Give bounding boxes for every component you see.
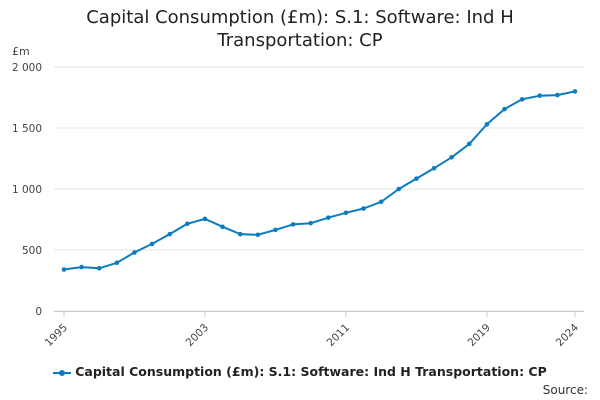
legend-swatch: [53, 368, 72, 378]
data-point-2021: [519, 97, 525, 102]
data-point-2022: [537, 93, 543, 98]
data-point-1995: [61, 267, 67, 272]
series-line-0: [63, 90, 576, 271]
data-point-2019: [484, 122, 490, 127]
y-tick-label-2: 1 000: [12, 184, 42, 196]
y-tick-label-0: 0: [35, 306, 42, 318]
data-point-1996: [79, 264, 84, 270]
data-point-2014: [396, 186, 402, 192]
legend-label: Capital Consumption (£m): S.1: Software:…: [75, 364, 547, 379]
axes: 0 500 1 000 1 500 2 000 £m 1995 2003 2011 2019 202…: [12, 45, 584, 349]
data-point-2002: [185, 221, 190, 227]
data-point-2024: [572, 89, 578, 94]
data-point-2023: [555, 92, 560, 98]
data-point-1998: [114, 260, 120, 266]
data-point-2015: [414, 176, 419, 181]
data-point-2017: [449, 154, 454, 160]
data-point-2011: [343, 210, 349, 216]
legend[interactable]: Capital Consumption (£m): S.1: Software:…: [0, 364, 600, 379]
data-point-2009: [308, 220, 313, 226]
x-tick-label-3: 2019: [466, 322, 493, 349]
grid-lines: [54, 66, 584, 312]
data-point-2007: [273, 227, 278, 233]
data-point-2008: [290, 222, 296, 227]
chart-title-line-2: Transportation: CP: [217, 30, 383, 51]
series-layer: [61, 89, 578, 272]
data-point-2005: [237, 231, 243, 237]
data-point-2006: [255, 232, 261, 238]
chart-title-line-1: Capital Consumption (£m): S.1: Software:…: [86, 7, 514, 28]
y-tick-label-3: 1 500: [12, 123, 42, 135]
chart-title: Capital Consumption (£m): S.1: Software:…: [0, 6, 600, 52]
x-tick-label-2: 2011: [325, 322, 352, 349]
source-label: Source:: [542, 383, 588, 397]
data-point-1997: [96, 266, 102, 271]
data-point-2010: [326, 215, 331, 220]
y-tick-label-1: 500: [22, 245, 42, 257]
data-point-2012: [361, 206, 366, 211]
data-point-2020: [502, 106, 507, 112]
data-point-2001: [167, 231, 173, 237]
data-point-2018: [466, 141, 472, 147]
data-point-2003: [202, 216, 208, 222]
y-axis-label: £m: [12, 45, 30, 58]
data-point-2004: [220, 224, 225, 230]
x-tick-label-0: 1995: [43, 322, 70, 349]
x-tick-label-1: 2003: [184, 322, 211, 349]
data-point-2013: [378, 199, 384, 205]
data-point-2016: [431, 165, 437, 171]
x-tick-label-4: 2024: [554, 321, 582, 349]
y-tick-label-4: 2 000: [12, 62, 42, 74]
data-point-2000: [149, 241, 155, 247]
data-point-1999: [132, 250, 137, 255]
